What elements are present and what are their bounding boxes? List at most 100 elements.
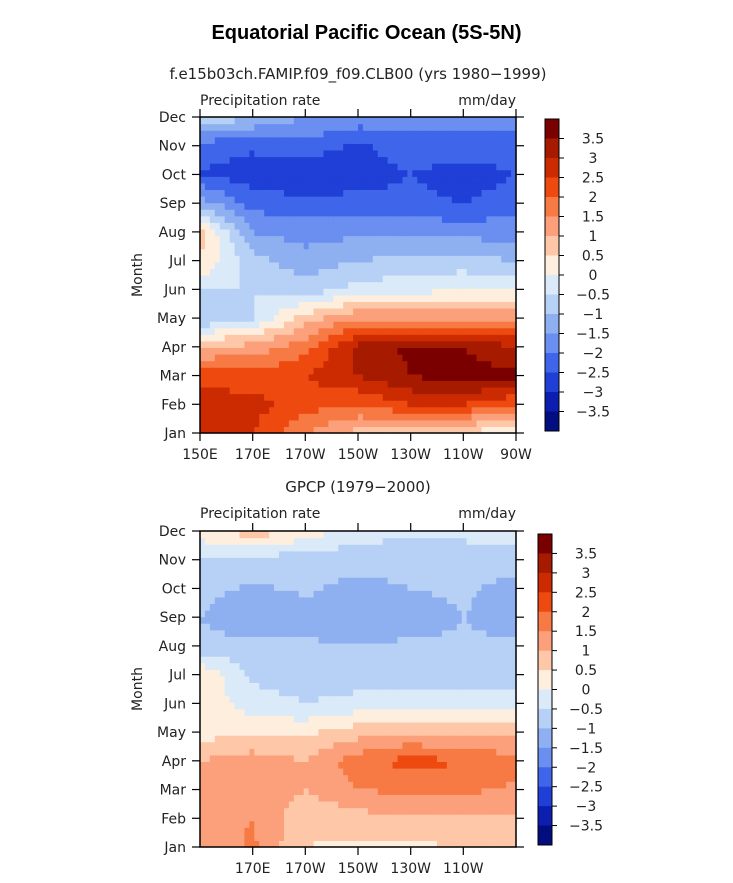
heatmap-cell <box>229 386 236 395</box>
heatmap-cell <box>501 774 507 782</box>
heatmap-cell <box>432 189 438 197</box>
heatmap-cell <box>283 196 290 204</box>
heatmap-cell <box>343 314 349 322</box>
heatmap-cell <box>501 360 507 368</box>
heatmap-cell <box>362 321 369 329</box>
heatmap-cell <box>214 833 221 842</box>
heatmap-cell <box>214 413 221 421</box>
heatmap-cell <box>229 176 236 184</box>
heatmap-cell <box>422 728 428 736</box>
heatmap-cell <box>481 281 487 289</box>
heatmap-cell <box>244 334 250 342</box>
heatmap-cell <box>234 715 241 723</box>
heatmap-cell <box>432 156 438 164</box>
heatmap-cell <box>362 373 369 381</box>
heatmap-cell <box>362 400 369 408</box>
heatmap-cell <box>372 209 379 217</box>
heatmap-cell <box>298 807 305 815</box>
heatmap-cell <box>209 248 216 256</box>
heatmap-cell <box>402 373 408 381</box>
heatmap-cell <box>318 169 325 177</box>
heatmap-cell <box>441 321 448 329</box>
heatmap-cell <box>229 261 236 270</box>
heatmap-cell <box>362 340 369 349</box>
heatmap-cell <box>328 787 334 795</box>
heatmap-cell <box>362 662 369 670</box>
heatmap-cell <box>244 708 250 716</box>
heatmap-cell <box>446 761 453 769</box>
heatmap-cell <box>491 426 497 434</box>
heatmap-cell <box>249 117 255 125</box>
heatmap-cell <box>377 393 384 401</box>
heatmap-cell <box>471 702 478 710</box>
heatmap-cell <box>437 735 443 743</box>
heatmap-cell <box>501 393 507 401</box>
heatmap-cell <box>496 123 502 131</box>
heatmap-cell <box>412 149 418 158</box>
heatmap-cell <box>491 321 497 329</box>
heatmap-cell <box>506 123 512 131</box>
heatmap-cell <box>417 340 423 349</box>
heatmap-cell <box>387 708 394 716</box>
heatmap-cell <box>402 248 408 256</box>
heatmap-cell <box>451 807 458 815</box>
heatmap-cell <box>427 222 433 230</box>
heatmap-cell <box>451 189 458 197</box>
heatmap-cell <box>219 413 226 421</box>
heatmap-cell <box>274 360 280 368</box>
heatmap-cell <box>353 715 359 723</box>
heatmap-cell <box>456 669 463 677</box>
heatmap-cell <box>392 820 399 828</box>
heatmap-cell <box>244 426 250 434</box>
heatmap-cell <box>392 380 399 388</box>
heatmap-cell <box>451 360 458 368</box>
heatmap-cell <box>229 840 236 848</box>
heatmap-cell <box>229 202 236 210</box>
heatmap-cell <box>214 294 221 302</box>
heatmap-cell <box>244 176 250 184</box>
heatmap-cell <box>279 347 285 355</box>
heatmap-cell <box>269 386 275 395</box>
heatmap-cell <box>392 669 399 677</box>
heatmap-cell <box>417 327 423 335</box>
heatmap-cell <box>279 354 285 362</box>
heatmap-cell <box>402 275 408 283</box>
heatmap-cell <box>456 373 463 381</box>
heatmap-cell <box>209 794 216 802</box>
heatmap-cell <box>234 373 241 381</box>
heatmap-cell <box>461 380 468 388</box>
heatmap-cell <box>298 228 305 237</box>
heatmap-cell <box>239 321 246 329</box>
x-tick-label: 110W <box>443 447 484 463</box>
heatmap-cell <box>407 748 413 756</box>
heatmap-cell <box>308 294 315 302</box>
heatmap-cell <box>219 827 226 835</box>
heatmap-cell <box>501 728 507 736</box>
heatmap-cell <box>412 228 418 237</box>
heatmap-cell <box>471 307 478 316</box>
heatmap-cell <box>353 787 359 795</box>
heatmap-cell <box>254 281 260 289</box>
heatmap-cell <box>441 833 448 842</box>
heatmap-cell <box>387 380 394 388</box>
heatmap-cell <box>274 169 280 177</box>
heatmap-cell <box>486 794 492 802</box>
heatmap-cell <box>338 242 344 250</box>
heatmap-cell <box>427 840 433 848</box>
heatmap-cell <box>422 715 428 723</box>
heatmap-cell <box>397 728 404 736</box>
heatmap-cell <box>441 781 448 789</box>
heatmap-cell <box>274 321 280 329</box>
heatmap-cell <box>496 255 502 263</box>
heatmap-cell <box>269 117 275 125</box>
heatmap-cell <box>313 735 320 743</box>
heatmap-cell <box>224 708 231 716</box>
heatmap-cell <box>283 248 290 256</box>
heatmap-cell <box>239 301 246 309</box>
heatmap-cell <box>274 840 280 848</box>
heatmap-cell <box>382 294 389 302</box>
heatmap-cell <box>506 163 512 171</box>
heatmap-cell <box>422 334 428 342</box>
heatmap-cell <box>313 327 320 335</box>
heatmap-cell <box>358 774 364 782</box>
